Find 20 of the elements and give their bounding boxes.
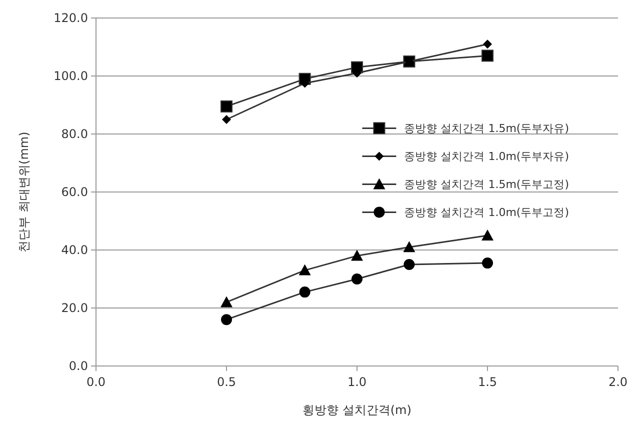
- y-tick-label: 60.0: [61, 185, 88, 199]
- y-tick-label: 20.0: [61, 301, 88, 315]
- y-tick-label: 100.0: [54, 69, 88, 83]
- legend-label: 종방향 설치간격 1.0m(두부자유): [404, 150, 570, 164]
- y-tick-label: 40.0: [61, 243, 88, 257]
- x-tick-label: 1.0: [347, 375, 367, 389]
- point: [220, 100, 232, 112]
- legend-label: 종방향 설치간격 1.0m(두부고정): [404, 206, 570, 220]
- y-axis-title: 천단부 최대변위(mm): [17, 132, 31, 252]
- legend-label: 종방향 설치간격 1.5m(두부고정): [404, 178, 570, 192]
- y-tick-label: 0.0: [68, 359, 88, 373]
- x-tick-label: 1.5: [478, 375, 498, 389]
- y-tick-label: 80.0: [61, 127, 88, 141]
- legend-label: 종방향 설치간격 1.5m(두부자유): [404, 122, 570, 136]
- x-tick-label: 0.5: [216, 375, 236, 389]
- y-tick-label: 120.0: [54, 11, 88, 25]
- x-tick-label: 2.0: [608, 375, 628, 389]
- point: [482, 50, 494, 62]
- x-axis-title: 횡방향 설치간격(m): [302, 403, 412, 417]
- x-tick-label: 0.0: [86, 375, 106, 389]
